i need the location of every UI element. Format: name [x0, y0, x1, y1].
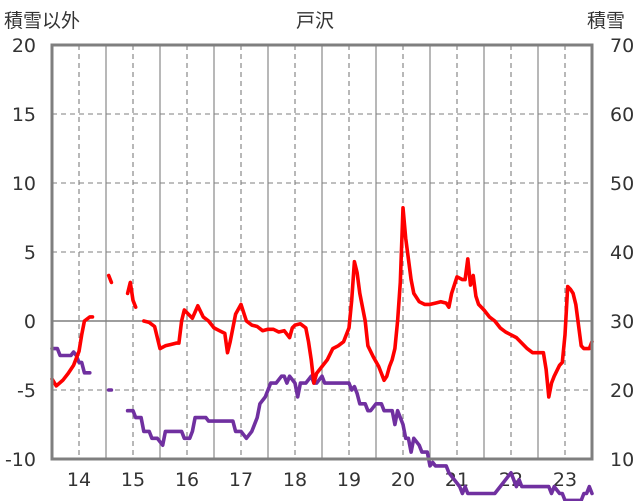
y-axis-label-left: 積雪以外 [4, 10, 81, 32]
red-series-line [106, 273, 114, 285]
y-tick-left: 5 [24, 242, 36, 264]
plot-frame [50, 43, 594, 461]
y-tick-right: 10 [610, 449, 634, 471]
plot-lines [50, 206, 594, 501]
red-series-line [142, 206, 594, 399]
y-tick-right: 20 [610, 380, 634, 402]
x-tick: 18 [283, 469, 307, 491]
purple-series-line [50, 346, 92, 375]
y-tick-left: -5 [17, 380, 36, 402]
purple-series-line [125, 374, 594, 501]
x-tick: 16 [175, 469, 199, 491]
x-tick: 19 [337, 469, 361, 491]
y-axis-label-right: 積雪 [587, 10, 626, 32]
y-axis-right: 70 60 50 40 30 20 10 [610, 35, 634, 471]
y-tick-left: 10 [12, 173, 36, 195]
gridlines [52, 45, 592, 459]
y-tick-left: 0 [24, 311, 36, 333]
x-tick: 20 [391, 469, 415, 491]
red-series-line [50, 315, 95, 388]
x-tick: 17 [229, 469, 253, 491]
red-series-line [125, 280, 138, 309]
y-tick-left: 20 [12, 35, 36, 57]
y-axis-left: 20 15 10 5 0 -5 -10 [5, 35, 36, 471]
x-tick: 23 [553, 469, 577, 491]
x-tick: 15 [121, 469, 145, 491]
y-tick-left: -10 [5, 449, 36, 471]
y-tick-left: 15 [12, 104, 36, 126]
y-tick-right: 50 [610, 173, 634, 195]
chart-title: 戸沢 [296, 10, 335, 32]
y-tick-right: 70 [610, 35, 634, 57]
x-tick: 14 [67, 469, 91, 491]
y-tick-right: 40 [610, 242, 634, 264]
y-tick-right: 30 [610, 311, 634, 333]
y-tick-right: 60 [610, 104, 634, 126]
